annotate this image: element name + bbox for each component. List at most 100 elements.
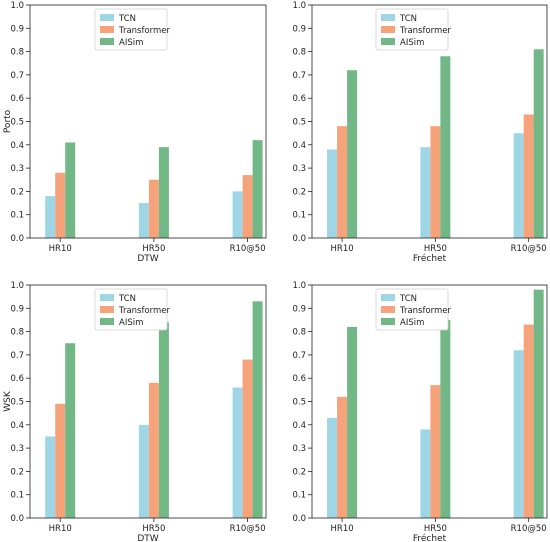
y-tick-label: 0.5 (292, 118, 306, 128)
bar-aisim-r1050 (533, 49, 544, 238)
bar-transformer-hr10 (55, 403, 66, 518)
bar-tcn-hr10 (327, 417, 338, 518)
y-tick-label: 0.6 (292, 94, 306, 104)
y-tick-label: 0.6 (10, 374, 24, 384)
legend-swatch-tcn (381, 294, 395, 301)
y-axis-label: Porto (3, 109, 13, 133)
y-tick-label: 0.0 (292, 234, 306, 244)
bar-transformer-hr10 (337, 126, 348, 238)
bar-aisim-r1050 (533, 289, 544, 518)
bar-aisim-hr10 (65, 343, 76, 518)
bar-transformer-hr10 (337, 396, 348, 518)
y-tick-label: 0.9 (10, 304, 24, 314)
chart-panel-4: 0.0 0.1 0.2 0.3 0.4 0.5 0.6 0.7 0.8 0.9 1.0 HR10 HR5… (292, 281, 548, 542)
legend-swatch-aisim (100, 38, 114, 45)
y-tick-label: 0.5 (292, 398, 306, 408)
bar-tcn-hr50 (138, 424, 149, 518)
legend-swatch-transformer (381, 26, 395, 33)
x-tick-label: HR10 (331, 244, 354, 254)
legend-label-transformer: Transformer (118, 306, 171, 316)
axes-frame (29, 4, 267, 239)
y-tick-label: 0.0 (10, 514, 24, 524)
y-tick-label: 1.0 (10, 1, 24, 11)
bar-tcn-hr50 (420, 429, 431, 518)
x-tick-label: HR10 (331, 524, 354, 534)
x-tick-label: R10@50 (511, 244, 547, 254)
bar-tcn-r1050 (232, 387, 243, 518)
x-axis-label: Fréchet (413, 533, 447, 542)
legend-label-aisim: AISim (119, 318, 143, 328)
y-tick-label: 0.7 (10, 351, 24, 361)
x-tick-label: R10@50 (230, 524, 266, 534)
y-tick-label: 0.8 (10, 48, 24, 58)
y-tick-label: 0.2 (10, 187, 24, 197)
x-tick-label: R10@50 (511, 524, 547, 534)
x-axis-label: DTW (137, 534, 158, 542)
bar-aisim-hr10 (65, 142, 76, 238)
chart-panel-3: 0.0 0.1 0.2 0.3 0.4 0.5 0.6 0.7 0.8 0.9 1.0 HR10 HR5… (3, 281, 267, 542)
bar-transformer-hr50 (430, 385, 441, 518)
y-tick-label: 0.4 (292, 421, 306, 431)
legend: TCN Transformer AISim (375, 8, 452, 51)
bar-transformer-r1050 (523, 324, 534, 518)
y-tick-label: 0.0 (10, 234, 24, 244)
y-tick-label: 0.1 (10, 491, 24, 501)
axes-frame (311, 284, 548, 519)
bar-aisim-hr10 (347, 70, 358, 239)
y-tick-label: 0.9 (292, 24, 306, 34)
y-tick-label: 0.3 (10, 164, 24, 174)
y-tick-label: 0.6 (10, 94, 24, 104)
bar-transformer-hr50 (148, 179, 159, 238)
y-tick-label: 0.1 (10, 211, 24, 221)
y-tick-label: 0.7 (292, 71, 306, 81)
y-tick-label: 0.3 (292, 164, 306, 174)
legend-label-tcn: TCN (118, 294, 136, 304)
y-tick-label: 0.9 (292, 304, 306, 314)
y-tick-label: 0.0 (292, 514, 306, 524)
bar-transformer-r1050 (242, 175, 253, 238)
axes-frame (29, 284, 267, 519)
y-tick-label: 0.3 (10, 444, 24, 454)
x-tick-label: HR10 (49, 524, 72, 534)
bar-tcn-r1050 (513, 133, 524, 238)
legend-label-tcn: TCN (399, 14, 417, 24)
x-tick-label: HR10 (49, 244, 72, 254)
y-tick-label: 0.1 (292, 211, 306, 221)
y-tick-label: 0.3 (292, 444, 306, 454)
y-tick-label: 0.7 (292, 351, 306, 361)
y-tick-label: 0.7 (10, 71, 24, 81)
legend: TCN Transformer AISim (94, 288, 171, 331)
legend: TCN Transformer AISim (375, 288, 452, 331)
y-tick-label: 0.9 (10, 24, 24, 34)
y-tick-label: 1.0 (292, 1, 306, 11)
y-tick-label: 0.4 (10, 421, 24, 431)
y-tick-label: 0.5 (10, 398, 24, 408)
y-tick-label: 0.2 (292, 467, 306, 477)
legend-swatch-tcn (100, 294, 114, 301)
bar-tcn-r1050 (232, 191, 243, 238)
bar-aisim-hr50 (158, 322, 169, 518)
y-tick-label: 0.2 (292, 187, 306, 197)
bar-transformer-hr50 (430, 126, 441, 238)
y-tick-label: 1.0 (10, 281, 24, 291)
x-tick-label: HR50 (424, 524, 447, 534)
bar-tcn-hr50 (138, 203, 149, 238)
legend-swatch-transformer (100, 306, 114, 313)
bar-aisim-r1050 (252, 140, 263, 238)
bar-aisim-hr50 (440, 319, 451, 518)
y-tick-label: 0.4 (292, 141, 306, 151)
legend-swatch-aisim (100, 318, 114, 325)
bar-tcn-hr10 (327, 149, 338, 238)
x-axis-label: Fréchet (413, 253, 447, 264)
chart-panel-1: 0.0 0.1 0.2 0.3 0.4 0.5 0.6 0.7 0.8 0.9 1.0 HR10 HR5… (3, 1, 267, 264)
bar-aisim-hr50 (440, 56, 451, 239)
legend-swatch-aisim (381, 318, 395, 325)
legend-label-aisim: AISim (400, 38, 424, 48)
y-tick-label: 0.8 (10, 328, 24, 338)
y-tick-label: 0.1 (292, 491, 306, 501)
legend: TCN Transformer AISim (94, 8, 171, 51)
bar-transformer-hr50 (148, 382, 159, 518)
legend-label-tcn: TCN (399, 294, 417, 304)
bar-tcn-r1050 (513, 350, 524, 518)
legend-swatch-tcn (381, 14, 395, 21)
